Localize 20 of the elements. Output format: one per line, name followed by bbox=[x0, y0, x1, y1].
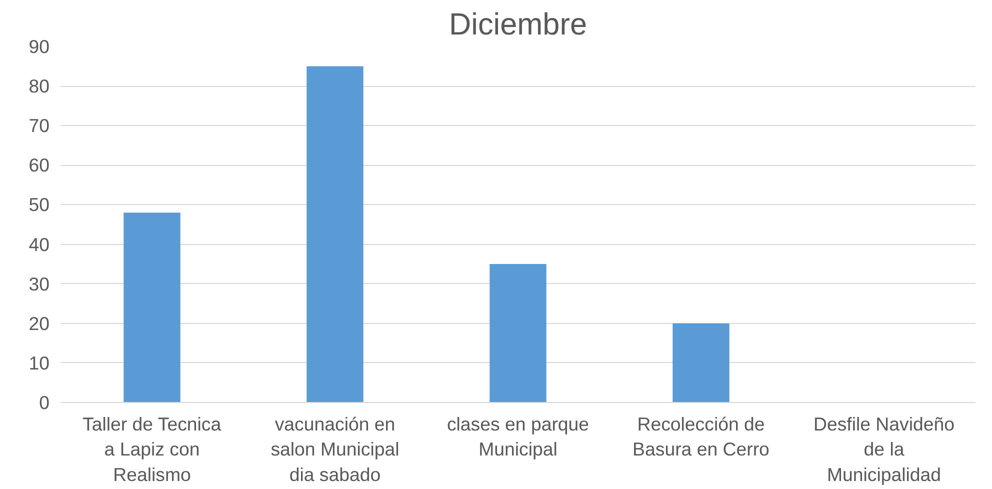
x-tick-label: Recolección de Basura en Cerro bbox=[632, 414, 770, 460]
y-tick-label: 20 bbox=[28, 312, 50, 334]
chart-title: Diciembre bbox=[449, 8, 587, 42]
y-tick-label: 80 bbox=[28, 76, 50, 97]
y-tick-label: 40 bbox=[28, 234, 50, 255]
y-tick-label: 70 bbox=[28, 115, 50, 136]
x-tick-label: Desfile Navideño de la Municipalidad bbox=[813, 414, 955, 485]
x-tick-label: Taller de Tecnica a Lapiz con Realismo bbox=[82, 414, 222, 485]
x-tick-label: vacunación en salon Municipal dia sabado bbox=[270, 414, 400, 485]
y-tick-label: 60 bbox=[28, 154, 50, 176]
y-tick-label: 0 bbox=[39, 392, 50, 413]
y-tick-label: 30 bbox=[28, 273, 50, 294]
bar bbox=[306, 66, 364, 402]
y-tick-label: 10 bbox=[28, 352, 50, 374]
bar bbox=[124, 212, 180, 402]
y-tick-label: 50 bbox=[28, 194, 50, 216]
x-tick-label: clases en parque Municipal bbox=[446, 414, 590, 460]
y-tick-label: 90 bbox=[28, 36, 50, 57]
bar bbox=[490, 264, 546, 402]
bar bbox=[672, 323, 730, 402]
